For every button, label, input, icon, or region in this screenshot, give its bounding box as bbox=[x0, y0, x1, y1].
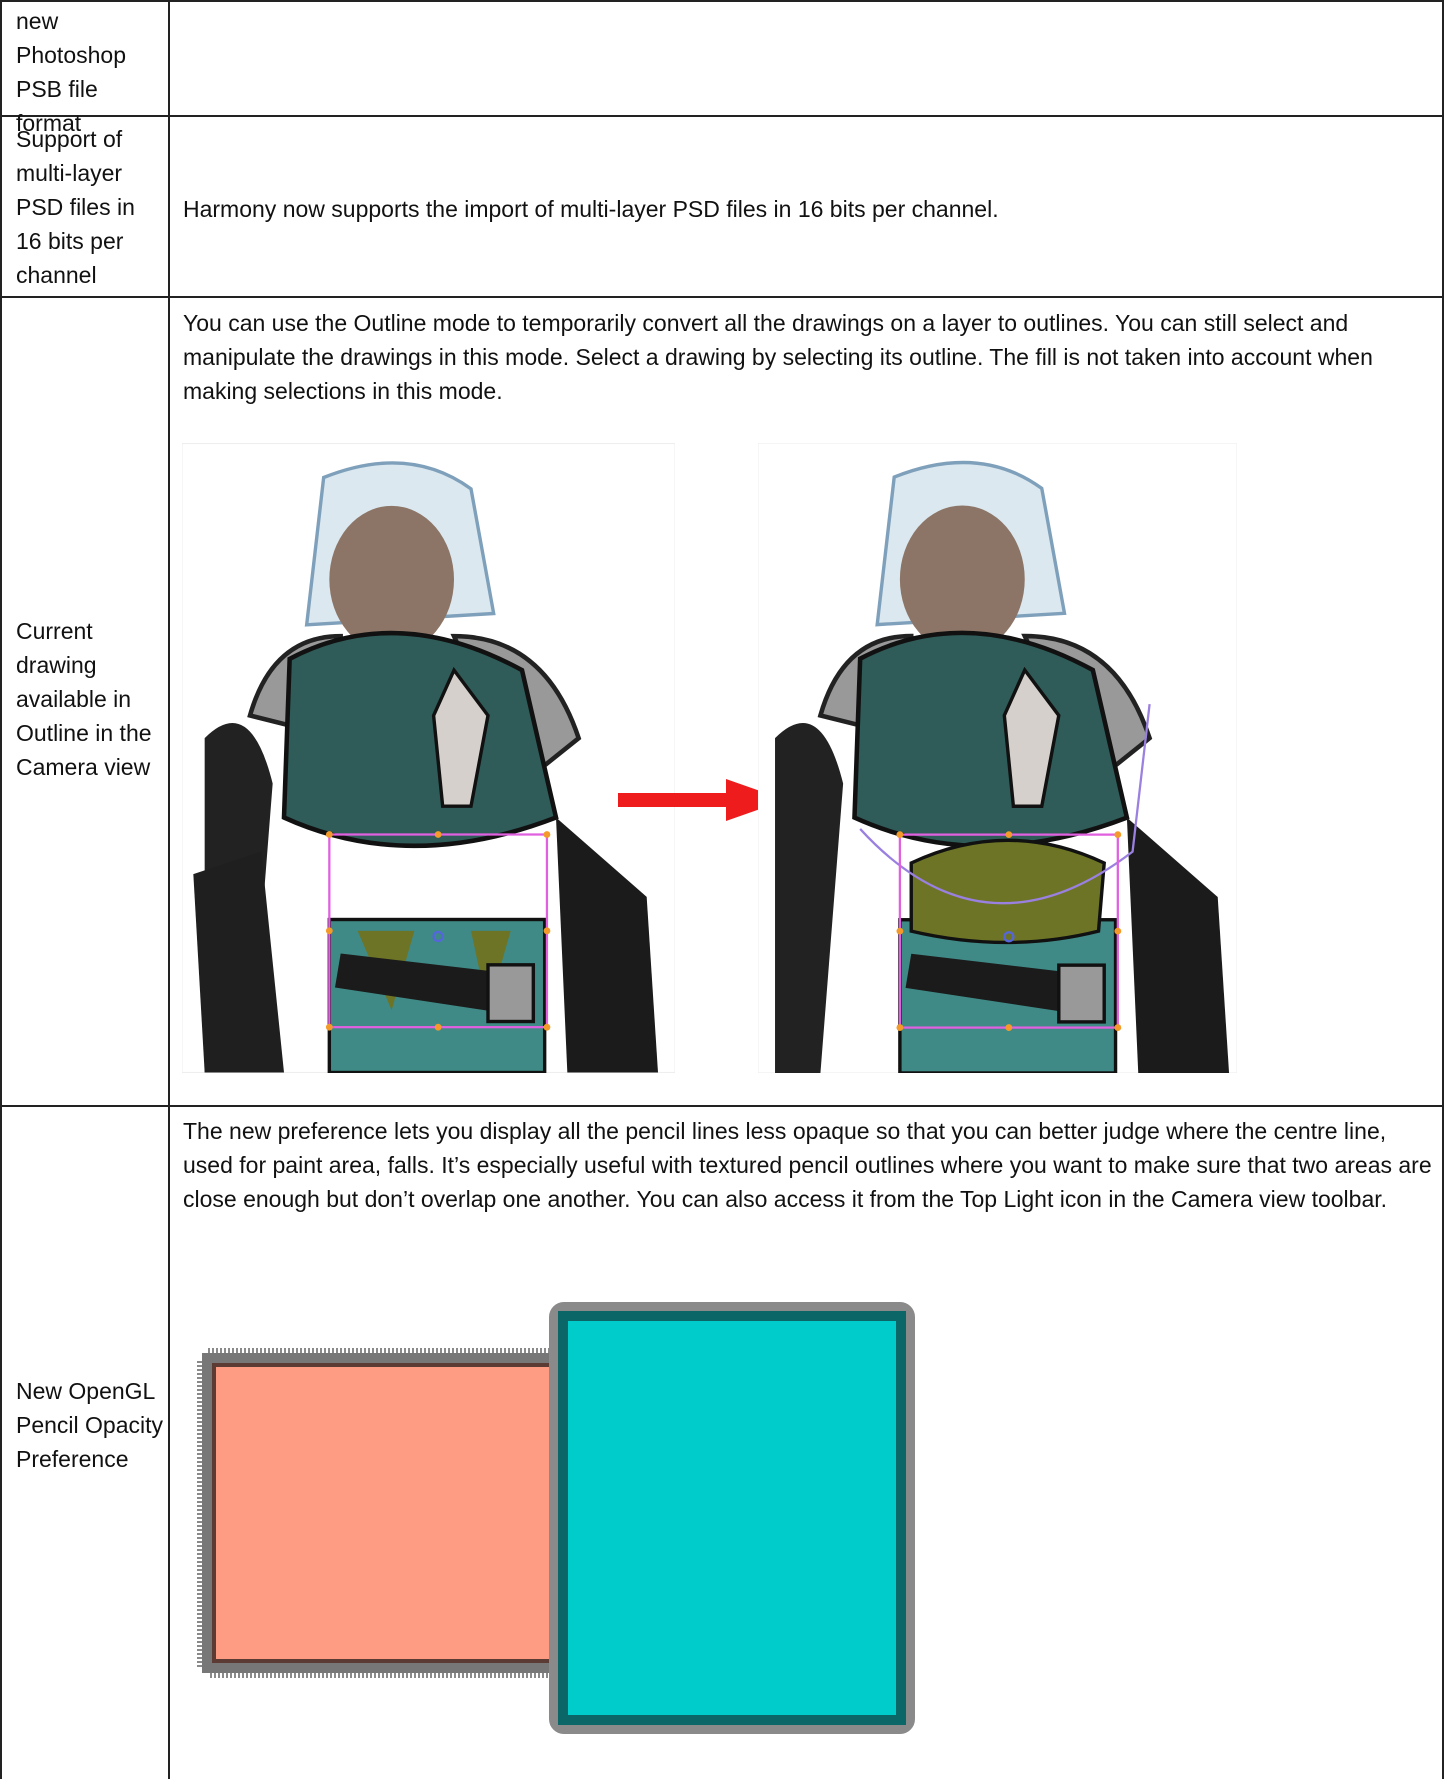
feature-name: Current drawing available in Outline in … bbox=[16, 618, 152, 780]
row-divider bbox=[0, 296, 1444, 298]
pencil-opacity-example bbox=[182, 1277, 937, 1771]
character-before bbox=[182, 443, 675, 1073]
arrow bbox=[618, 779, 786, 821]
feature-name: New OpenGL Pencil Opacity Preference bbox=[16, 1378, 164, 1472]
column-divider bbox=[168, 0, 170, 1779]
row-divider bbox=[0, 0, 1444, 2]
feature-description: The new preference lets you display all … bbox=[183, 1118, 1432, 1212]
character-after bbox=[758, 443, 1237, 1073]
feature-description: You can use the Outline mode to temporar… bbox=[183, 310, 1373, 404]
feature-description: Harmony now supports the import of multi… bbox=[183, 196, 999, 222]
feature-name: Support of multi-layer PSD files in 16 b… bbox=[16, 126, 135, 288]
table-border bbox=[0, 0, 2, 1779]
feature-name: new Photoshop PSB file format bbox=[16, 8, 126, 136]
table-border bbox=[1442, 0, 1444, 1779]
row-divider bbox=[0, 115, 1444, 117]
row-divider bbox=[0, 1105, 1444, 1107]
